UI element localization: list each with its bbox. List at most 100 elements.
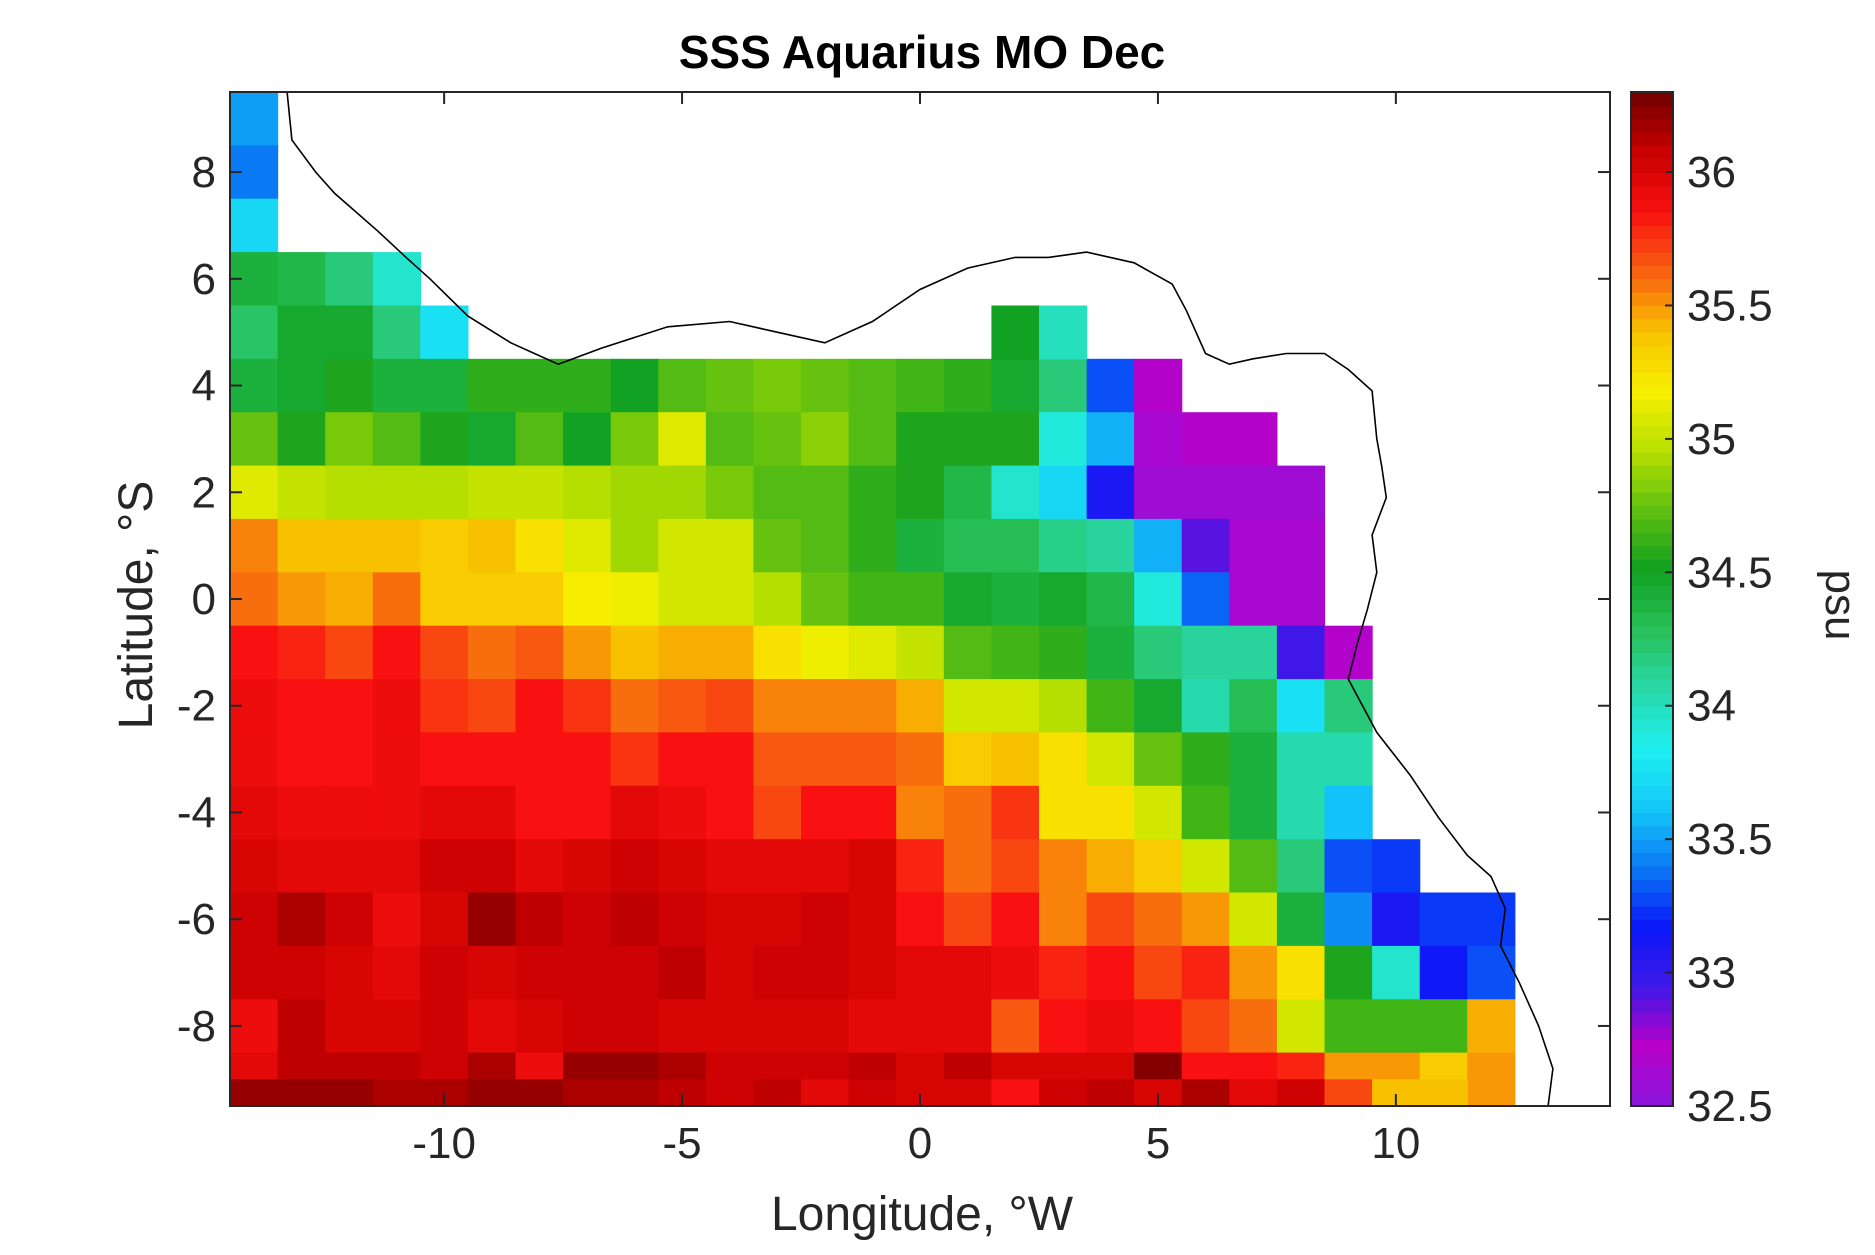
heatmap-cell <box>801 892 850 947</box>
colorbar-segment <box>1631 385 1673 400</box>
colorbar-segment <box>1631 1052 1673 1067</box>
colorbar-tick-label: 36 <box>1687 148 1736 197</box>
heatmap-cell <box>848 518 897 573</box>
colorbar-segment <box>1631 759 1673 773</box>
heatmap-cell <box>1086 358 1135 413</box>
heatmap-cell <box>1181 1079 1230 1107</box>
heatmap-cell <box>1039 465 1088 520</box>
heatmap-cell <box>991 785 1040 840</box>
colorbar-segment <box>1631 265 1673 280</box>
heatmap-cell <box>372 412 421 467</box>
heatmap-cell <box>1086 1079 1135 1107</box>
heatmap-cell <box>325 732 374 787</box>
heatmap-cell <box>372 572 421 627</box>
colorbar-segment <box>1631 705 1673 720</box>
colorbar-segment <box>1631 305 1673 320</box>
heatmap-cell <box>1372 839 1421 894</box>
y-tick-label: 8 <box>192 148 216 197</box>
colorbar-segment <box>1631 692 1673 707</box>
colorbar-segment <box>1631 665 1673 680</box>
heatmap-cell <box>896 945 945 1000</box>
heatmap-cell <box>420 732 469 787</box>
colorbar-segment <box>1631 959 1673 974</box>
colorbar-segment <box>1631 532 1673 547</box>
heatmap-cell <box>563 465 612 520</box>
heatmap-cell <box>515 839 564 894</box>
heatmap-cell <box>230 412 279 467</box>
heatmap-cell <box>372 518 421 573</box>
y-tick-label: -6 <box>177 895 216 944</box>
heatmap-cell <box>372 358 421 413</box>
heatmap-cell <box>420 518 469 573</box>
colorbar-segment <box>1631 732 1673 747</box>
heatmap-cell <box>1134 518 1183 573</box>
heatmap-cell <box>230 198 279 253</box>
heatmap-cell <box>467 839 517 894</box>
heatmap-cell <box>753 465 802 520</box>
heatmap-cell <box>230 305 279 360</box>
heatmap-cell <box>753 732 802 787</box>
heatmap-cell <box>1039 305 1088 360</box>
colorbar-segment <box>1631 518 1673 533</box>
heatmap-cell <box>467 572 517 627</box>
heatmap-cell <box>1276 625 1326 680</box>
heatmap-cell <box>1134 999 1183 1054</box>
heatmap-cell <box>420 892 469 947</box>
heatmap-cell <box>801 412 850 467</box>
heatmap-cell <box>277 252 326 307</box>
colorbar-segment <box>1631 585 1673 600</box>
colorbar-segment <box>1631 132 1673 146</box>
heatmap-cell <box>563 412 612 467</box>
heatmap-cell <box>467 679 517 734</box>
colorbar-segment <box>1631 92 1673 106</box>
heatmap-cell <box>1039 839 1088 894</box>
heatmap-cell <box>1324 892 1373 947</box>
heatmap-cell <box>277 625 326 680</box>
heatmap-cell <box>467 732 517 787</box>
y-tick-label: 4 <box>192 362 216 411</box>
heatmap-cell <box>658 679 707 734</box>
heatmap-cell <box>230 625 279 680</box>
heatmap-cell <box>277 679 326 734</box>
heatmap-cell <box>563 839 612 894</box>
colorbar-frame <box>1630 91 1674 1107</box>
heatmap-cell <box>1467 945 1516 1000</box>
heatmap-cell <box>705 679 755 734</box>
heatmap-cell <box>610 785 659 840</box>
heatmap-cell <box>1229 839 1278 894</box>
colorbar-segment <box>1631 852 1673 867</box>
heatmap-cell <box>1039 679 1088 734</box>
heatmap-cell <box>563 732 612 787</box>
heatmap-cell <box>372 465 421 520</box>
heatmap-cell <box>848 412 897 467</box>
heatmap-cell <box>372 839 421 894</box>
heatmap-cell <box>1229 945 1278 1000</box>
heatmap-cell <box>1039 732 1088 787</box>
heatmap-cell <box>753 839 802 894</box>
heatmap-cell <box>563 679 612 734</box>
heatmap-cell <box>1181 679 1230 734</box>
heatmap-cell <box>325 945 374 1000</box>
heatmap-cell <box>943 732 992 787</box>
x-tick-label: 10 <box>1371 1119 1420 1168</box>
heatmap-cell <box>943 1079 992 1107</box>
heatmap-cell <box>753 945 802 1000</box>
heatmap-cell <box>325 572 374 627</box>
colorbar-segment <box>1631 438 1673 453</box>
colorbar-segment <box>1631 278 1673 293</box>
heatmap-cell <box>277 1079 326 1107</box>
colorbar-segment <box>1631 345 1673 360</box>
heatmap-cell <box>848 999 897 1054</box>
heatmap-cell <box>1372 892 1421 947</box>
y-tick-label: -4 <box>177 788 216 837</box>
heatmap-cell <box>896 412 945 467</box>
colorbar-segment <box>1631 1066 1673 1080</box>
heatmap-cell <box>848 465 897 520</box>
heatmap-cell <box>1372 945 1421 1000</box>
heatmap-cell <box>991 1079 1040 1107</box>
heatmap-cell <box>563 785 612 840</box>
heatmap-cell <box>1039 358 1088 413</box>
heatmap-cell <box>896 465 945 520</box>
heatmap-cell <box>1181 625 1230 680</box>
colorbar-segment <box>1631 772 1673 787</box>
